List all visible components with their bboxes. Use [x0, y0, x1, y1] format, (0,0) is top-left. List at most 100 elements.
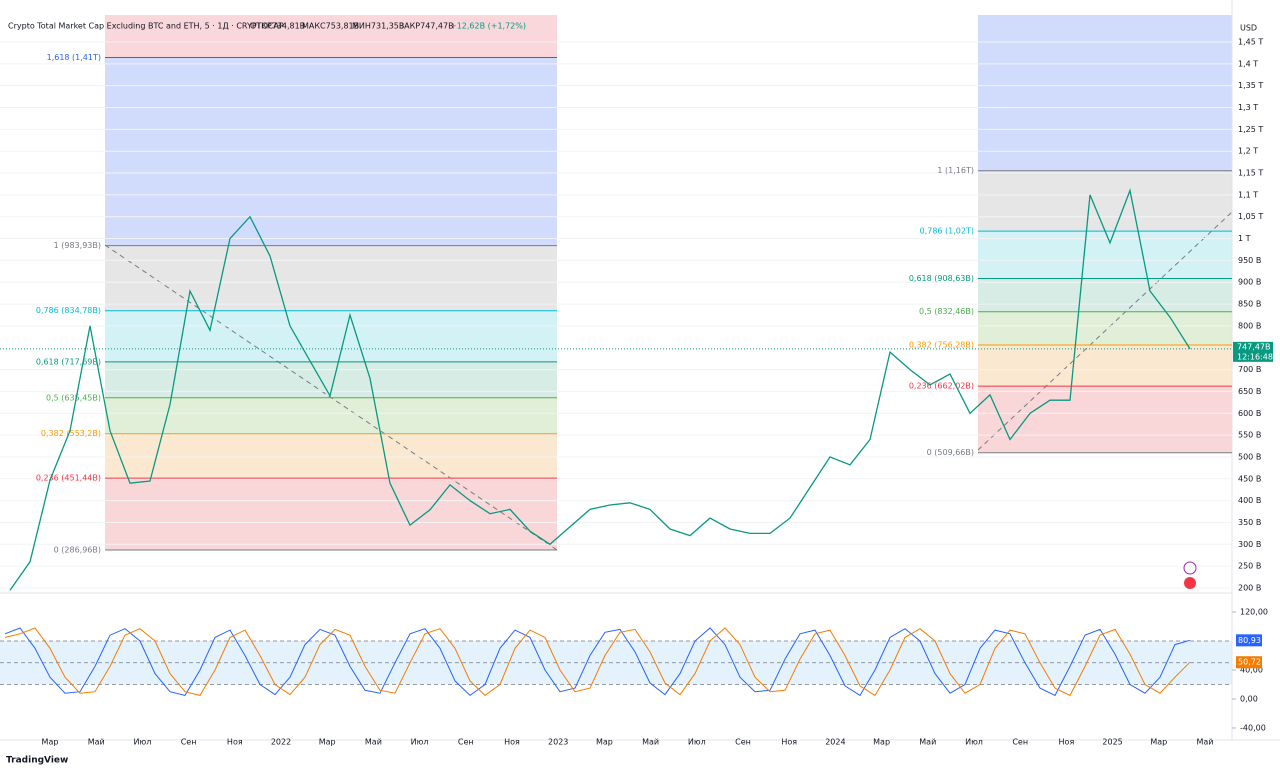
x-tick-label: Ноя [1059, 738, 1075, 747]
y-tick-label: 800 B [1238, 321, 1261, 330]
fib-zone [105, 310, 557, 362]
y-tick-label: 400 B [1238, 496, 1261, 505]
y-tick-label: 250 B [1238, 562, 1261, 571]
fib-zone [978, 278, 1232, 312]
x-tick-label: Мар [42, 738, 59, 747]
x-tick-label: Июл [133, 738, 151, 747]
x-tick-label: 2025 [1102, 738, 1122, 747]
ohlc-high: МАКС753,81B [302, 22, 359, 31]
x-tick-label: Мар [1150, 738, 1167, 747]
y-tick-label: 1,1 T [1238, 190, 1258, 199]
x-tick-label: 2024 [825, 738, 845, 747]
fib-zone [105, 15, 557, 58]
y-tick-label: 500 B [1238, 452, 1261, 461]
x-tick-label: Июл [688, 738, 706, 747]
x-tick-label: Июл [965, 738, 983, 747]
x-tick-label: Мар [596, 738, 613, 747]
y-tick-label: 950 B [1238, 256, 1261, 265]
y-tick-label: 1,05 T [1238, 212, 1263, 221]
osc-badge-label: 80,93 [1238, 636, 1261, 645]
y-tick-label: 350 B [1238, 518, 1261, 527]
x-tick-label: Май [1196, 738, 1213, 747]
x-tick-label: Май [365, 738, 382, 747]
fib-label: 0,5 (635,45B) [46, 393, 101, 402]
fib-label: 1 (983,93B) [54, 241, 101, 250]
x-tick-label: Ноя [781, 738, 797, 747]
symbol-title: Crypto Total Market Cap Excluding BTC an… [8, 22, 284, 31]
fib-zone [105, 478, 557, 550]
fib-zone [978, 15, 1232, 171]
fib-label: 0,382 (756,28B) [909, 341, 974, 350]
y-tick-label: 700 B [1238, 365, 1261, 374]
fib-zone [105, 245, 557, 311]
fib-zone [978, 345, 1232, 387]
fib-label: 1,618 (1,41T) [47, 53, 101, 62]
plot: 200 B 250 B 300 B 350 B 400 B 450 B 500 B 550 B… [0, 37, 1273, 747]
x-tick-label: 2022 [271, 738, 291, 747]
y-tick-label: 1,45 T [1238, 37, 1263, 46]
osc-tick-label: 40,00 [1240, 666, 1263, 675]
brand: TradingView [6, 756, 68, 766]
fib-label: 0,236 (451,44B) [36, 474, 101, 483]
y-tick-label: 1,15 T [1238, 169, 1263, 178]
last-price-badge [1233, 341, 1273, 362]
ohlc-low: МИН731,35B [352, 22, 404, 31]
ohlc-change: +12,62B (+1,72%) [450, 22, 526, 31]
y-tick-label: 550 B [1238, 431, 1261, 440]
fib-label: 0,786 (1,02T) [920, 227, 974, 236]
osc-tick-label: -40,00 [1240, 723, 1266, 732]
osc-badge [1236, 634, 1262, 647]
y-tick-label: 450 B [1238, 474, 1261, 483]
y-tick-label: 1,4 T [1238, 59, 1258, 68]
fib-label: 0,618 (717,69B) [36, 357, 101, 366]
fib-label: 0 (509,66B) [927, 448, 974, 457]
osc-badge-label: 50,72 [1238, 658, 1261, 667]
y-tick-label: 1,3 T [1238, 103, 1258, 112]
price-line [9, 188, 1191, 591]
fib-label: 0,382 (553,2B) [41, 429, 101, 438]
x-tick-label: Сен [1012, 738, 1028, 747]
y-tick-label: 650 B [1238, 387, 1261, 396]
fib-zone [978, 311, 1232, 346]
fib-label: 0,618 (908,63B) [909, 274, 974, 283]
flag-icon[interactable] [1184, 577, 1196, 589]
x-tick-label: Июл [411, 738, 429, 747]
x-tick-label: Май [919, 738, 936, 747]
x-tick-label: Ноя [504, 738, 520, 747]
y-tick-label: 1,35 T [1238, 81, 1263, 90]
ohlc-close: ЗАКР747,47B [399, 22, 454, 31]
fib-zone [105, 433, 557, 479]
x-tick-label: Май [88, 738, 105, 747]
x-tick-label: Мар [319, 738, 336, 747]
y-tick-label: 1,2 T [1238, 147, 1258, 156]
osc-badge [1236, 656, 1262, 669]
ohlc-open: ОТКР734,81B [250, 22, 305, 31]
osc-tick-label: 120,00 [1240, 608, 1268, 617]
y-tick-label: 300 B [1238, 540, 1261, 549]
x-tick-label: Май [642, 738, 659, 747]
fib-label: 0,786 (834,78B) [36, 306, 101, 315]
y-tick-label: 1 T [1238, 234, 1251, 243]
x-tick-label: Ноя [227, 738, 243, 747]
osc-line [4, 627, 1191, 697]
x-tick-label: 2023 [548, 738, 568, 747]
x-tick-label: Мар [873, 738, 890, 747]
trend-line [977, 211, 1233, 451]
fib-label: 1 (1,16T) [937, 166, 974, 175]
osc-line [4, 627, 1191, 697]
zones [0, 15, 1232, 685]
x-tick-label: Сен [181, 738, 197, 747]
alert-icon[interactable] [1183, 561, 1197, 575]
fib-label: 0,5 (832,46B) [919, 307, 974, 316]
y-tick-label: 900 B [1238, 278, 1261, 287]
fib-zone [978, 170, 1232, 232]
y-tick-label: 850 B [1238, 300, 1261, 309]
last-price-label: 747,47B [1237, 342, 1270, 351]
y-tick-label: 1,25 T [1238, 125, 1263, 134]
fib-zone [105, 397, 557, 434]
fib-zone [978, 386, 1232, 453]
x-tick-label: Сен [458, 738, 474, 747]
y-tick-label: 600 B [1238, 409, 1261, 418]
